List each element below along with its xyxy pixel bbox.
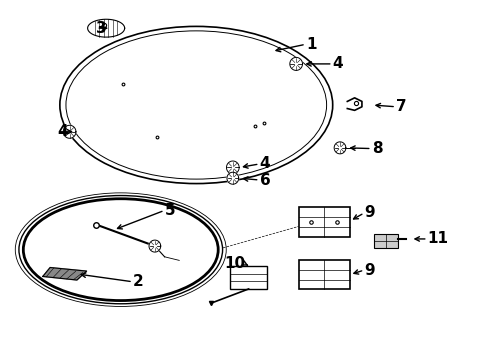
Text: 9: 9 bbox=[365, 262, 375, 278]
Polygon shape bbox=[43, 267, 87, 280]
Text: 4: 4 bbox=[260, 157, 270, 171]
Bar bbox=[298, 207, 350, 237]
Text: 7: 7 bbox=[396, 99, 407, 114]
Text: 11: 11 bbox=[428, 231, 449, 247]
Text: 4: 4 bbox=[57, 124, 68, 139]
Text: 8: 8 bbox=[372, 141, 382, 156]
Text: 3: 3 bbox=[97, 21, 107, 36]
Polygon shape bbox=[227, 172, 239, 184]
Text: 2: 2 bbox=[133, 274, 144, 289]
Text: 4: 4 bbox=[333, 57, 343, 71]
Polygon shape bbox=[334, 142, 346, 154]
Bar bbox=[298, 260, 350, 289]
Text: 5: 5 bbox=[165, 203, 175, 218]
Polygon shape bbox=[226, 161, 239, 174]
Polygon shape bbox=[149, 240, 161, 252]
Polygon shape bbox=[290, 57, 302, 71]
Polygon shape bbox=[88, 19, 124, 37]
Polygon shape bbox=[63, 125, 76, 138]
Bar bbox=[374, 234, 398, 248]
Bar bbox=[230, 266, 267, 289]
Text: 6: 6 bbox=[260, 172, 270, 188]
Text: 9: 9 bbox=[365, 205, 375, 220]
Text: 10: 10 bbox=[224, 256, 245, 271]
Text: 1: 1 bbox=[306, 37, 317, 52]
